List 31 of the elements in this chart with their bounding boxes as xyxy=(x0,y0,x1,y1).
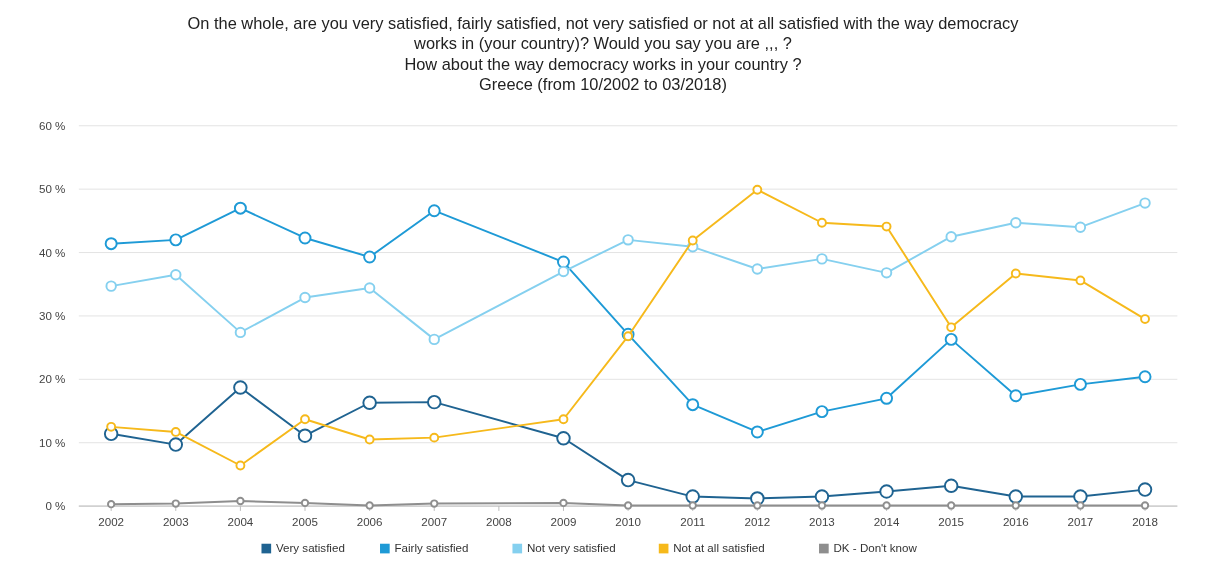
y-tick-label: 0 % xyxy=(45,500,66,513)
x-tick-label: 2013 xyxy=(809,516,835,529)
legend-label: Not at all satisfied xyxy=(673,542,765,555)
x-tick-label: 2015 xyxy=(938,516,965,529)
chart-title: On the whole, are you very satisfied, fairly satisfied, not very satisfied or not at all satisfied with the way democracy works in (your country)? Would you say you are ,,, ? How about the way democracy works in your country ? xyxy=(187,14,1020,73)
y-tick-label: 40 % xyxy=(38,246,66,259)
x-tick-label: 2005 xyxy=(292,516,318,529)
x-tick-label: 2004 xyxy=(227,516,254,529)
chart-subtitle: Greece (from 10/2002 to 03/2018) xyxy=(479,75,727,94)
x-tick-label: 2009 xyxy=(550,516,577,529)
y-tick-label: 20 % xyxy=(38,373,66,386)
x-tick-label: 2007 xyxy=(421,516,448,529)
x-tick-label: 2014 xyxy=(873,516,900,529)
legend-label: DK - Don't know xyxy=(833,542,918,555)
y-tick-label: 10 % xyxy=(38,436,66,449)
x-tick-label: 2010 xyxy=(615,516,641,529)
x-tick-label: 2011 xyxy=(680,516,706,529)
legend-label: Fairly satisfied xyxy=(394,542,469,555)
x-tick-label: 2003 xyxy=(162,516,189,529)
x-tick-label: 2016 xyxy=(1002,516,1029,529)
legend-label: Very satisfied xyxy=(275,542,345,555)
x-tick-label: 2012 xyxy=(744,516,771,529)
legend-label: Not very satisfied xyxy=(526,542,616,555)
y-tick-label: 60 % xyxy=(38,119,66,132)
y-tick-label: 30 % xyxy=(38,309,66,322)
y-tick-label: 50 % xyxy=(38,183,66,196)
x-tick-label: 2018 xyxy=(1132,516,1158,529)
x-tick-label: 2008 xyxy=(485,516,512,529)
x-tick-label: 2006 xyxy=(356,516,383,529)
x-tick-label: 2017 xyxy=(1067,516,1094,529)
x-tick-label: 2002 xyxy=(98,516,125,529)
